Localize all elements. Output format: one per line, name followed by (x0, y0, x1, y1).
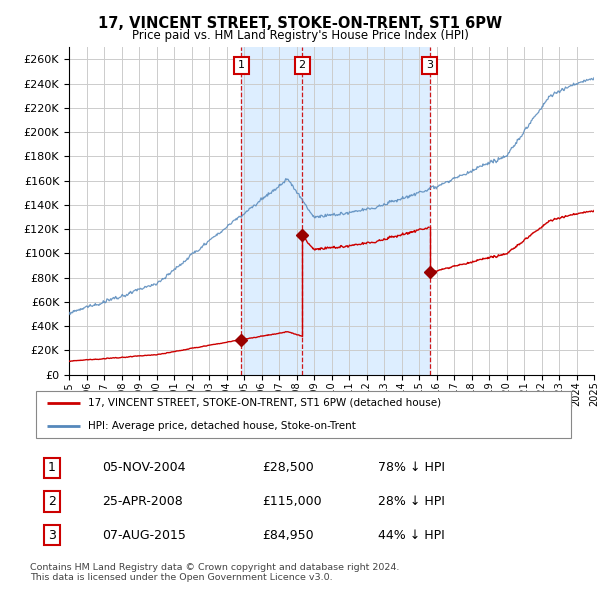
Text: £84,950: £84,950 (262, 529, 313, 542)
Text: 1: 1 (238, 60, 245, 70)
Text: 05-NOV-2004: 05-NOV-2004 (102, 461, 185, 474)
FancyBboxPatch shape (35, 391, 571, 438)
Text: HPI: Average price, detached house, Stoke-on-Trent: HPI: Average price, detached house, Stok… (88, 421, 356, 431)
Text: £115,000: £115,000 (262, 495, 322, 508)
Text: £28,500: £28,500 (262, 461, 314, 474)
Text: 17, VINCENT STREET, STOKE-ON-TRENT, ST1 6PW (detached house): 17, VINCENT STREET, STOKE-ON-TRENT, ST1 … (88, 398, 441, 408)
Text: 07-AUG-2015: 07-AUG-2015 (102, 529, 185, 542)
Text: 2: 2 (299, 60, 305, 70)
Text: 2: 2 (48, 495, 56, 508)
Text: 3: 3 (48, 529, 56, 542)
Bar (241, 47, 430, 375)
Text: 28% ↓ HPI: 28% ↓ HPI (378, 495, 445, 508)
Text: 44% ↓ HPI: 44% ↓ HPI (378, 529, 445, 542)
Text: 78% ↓ HPI: 78% ↓ HPI (378, 461, 445, 474)
Text: 3: 3 (426, 60, 433, 70)
Text: Contains HM Land Registry data © Crown copyright and database right 2024.
This d: Contains HM Land Registry data © Crown c… (30, 563, 400, 582)
Text: 25-APR-2008: 25-APR-2008 (102, 495, 182, 508)
Text: Price paid vs. HM Land Registry's House Price Index (HPI): Price paid vs. HM Land Registry's House … (131, 29, 469, 42)
Text: 1: 1 (48, 461, 56, 474)
Text: 17, VINCENT STREET, STOKE-ON-TRENT, ST1 6PW: 17, VINCENT STREET, STOKE-ON-TRENT, ST1 … (98, 16, 502, 31)
